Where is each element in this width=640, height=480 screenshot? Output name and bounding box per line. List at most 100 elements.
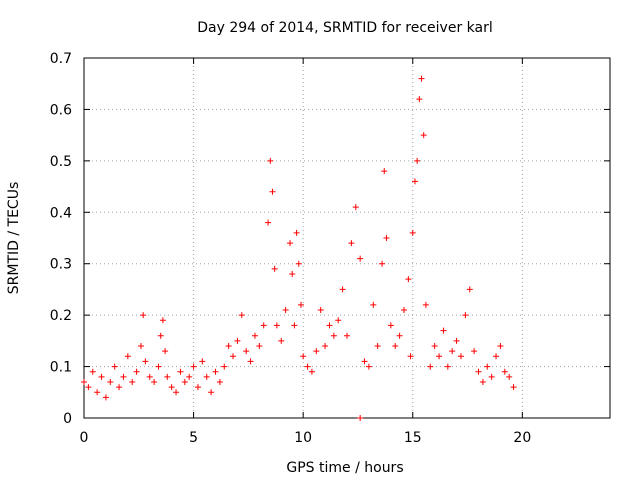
data-point bbox=[326, 322, 333, 329]
data-point bbox=[181, 379, 188, 385]
data-point bbox=[488, 373, 495, 380]
data-point bbox=[475, 368, 482, 375]
data-point bbox=[173, 389, 180, 396]
data-point bbox=[383, 235, 390, 241]
data-point bbox=[133, 368, 140, 375]
data-point bbox=[251, 332, 258, 339]
data-point bbox=[212, 368, 219, 375]
data-point bbox=[221, 363, 228, 370]
data-point bbox=[407, 353, 414, 360]
data-point bbox=[405, 276, 412, 283]
data-point bbox=[256, 343, 263, 349]
data-point bbox=[120, 373, 127, 380]
data-point bbox=[484, 363, 491, 370]
y-tick-label: 0.5 bbox=[50, 154, 72, 170]
data-point bbox=[102, 394, 109, 401]
data-point bbox=[335, 317, 342, 324]
data-point bbox=[216, 379, 223, 385]
data-point bbox=[348, 240, 355, 247]
data-point bbox=[282, 307, 289, 313]
data-point bbox=[287, 240, 294, 247]
data-point bbox=[190, 363, 197, 370]
data-point bbox=[164, 373, 171, 380]
data-point bbox=[379, 260, 386, 267]
data-point bbox=[159, 317, 166, 324]
data-point bbox=[124, 353, 131, 360]
data-point bbox=[111, 363, 118, 370]
data-point bbox=[357, 415, 364, 421]
data-point bbox=[238, 312, 245, 319]
y-tick-label: 0 bbox=[63, 411, 72, 427]
data-points bbox=[81, 75, 517, 421]
y-tick-label: 0.4 bbox=[50, 205, 72, 221]
data-point bbox=[107, 379, 114, 385]
data-point bbox=[506, 373, 513, 380]
data-point bbox=[293, 229, 300, 236]
data-point bbox=[116, 384, 123, 391]
data-point bbox=[142, 358, 149, 365]
data-point bbox=[493, 353, 500, 360]
data-point bbox=[339, 286, 346, 293]
data-point bbox=[427, 363, 434, 370]
data-point bbox=[352, 204, 359, 211]
data-point bbox=[265, 219, 272, 226]
data-point bbox=[330, 332, 337, 339]
data-point bbox=[151, 379, 158, 385]
data-point bbox=[381, 168, 388, 175]
data-point bbox=[273, 322, 280, 329]
data-point bbox=[308, 368, 315, 375]
x-tick-label: 15 bbox=[404, 430, 422, 446]
data-point bbox=[387, 322, 394, 329]
data-point bbox=[471, 348, 478, 355]
data-point bbox=[510, 384, 517, 391]
data-point bbox=[440, 327, 447, 334]
x-tick-label: 20 bbox=[513, 430, 531, 446]
data-point bbox=[431, 343, 438, 349]
data-point bbox=[361, 358, 368, 365]
data-point bbox=[436, 353, 443, 360]
data-point bbox=[466, 286, 473, 293]
data-point bbox=[396, 332, 403, 339]
y-tick-label: 0.2 bbox=[50, 308, 72, 324]
data-point bbox=[225, 343, 232, 349]
data-point bbox=[247, 358, 254, 365]
data-point bbox=[271, 265, 278, 272]
data-point bbox=[177, 368, 184, 375]
data-point bbox=[418, 75, 425, 82]
data-point bbox=[462, 312, 469, 319]
data-point bbox=[422, 301, 429, 308]
data-point bbox=[278, 337, 285, 344]
data-point bbox=[89, 368, 96, 375]
data-point bbox=[295, 260, 302, 267]
data-point bbox=[304, 363, 311, 370]
data-point bbox=[199, 358, 206, 365]
data-point bbox=[162, 348, 169, 355]
data-point bbox=[409, 229, 416, 236]
grid-lines bbox=[84, 58, 610, 418]
data-point bbox=[370, 301, 377, 308]
data-point bbox=[344, 332, 350, 339]
data-point bbox=[289, 271, 296, 277]
x-tick-label: 5 bbox=[189, 430, 198, 446]
data-point bbox=[449, 348, 456, 355]
data-point bbox=[420, 132, 427, 139]
data-point bbox=[411, 178, 418, 185]
data-point bbox=[234, 337, 241, 344]
data-point bbox=[374, 343, 381, 349]
data-point bbox=[501, 368, 508, 375]
x-tick-label: 10 bbox=[294, 430, 312, 446]
chart-title: Day 294 of 2014, SRMTID for receiver kar… bbox=[197, 20, 493, 36]
data-point bbox=[230, 353, 237, 360]
data-point bbox=[269, 188, 276, 195]
x-axis-label: GPS time / hours bbox=[286, 460, 403, 476]
data-point bbox=[157, 332, 164, 339]
data-point bbox=[194, 384, 201, 391]
data-point bbox=[400, 307, 407, 313]
data-point bbox=[392, 343, 399, 349]
data-point bbox=[98, 373, 105, 380]
y-axis-label: SRMTID / TECUs bbox=[6, 182, 22, 295]
data-point bbox=[457, 353, 464, 360]
data-point bbox=[313, 348, 320, 355]
data-point bbox=[365, 363, 372, 370]
